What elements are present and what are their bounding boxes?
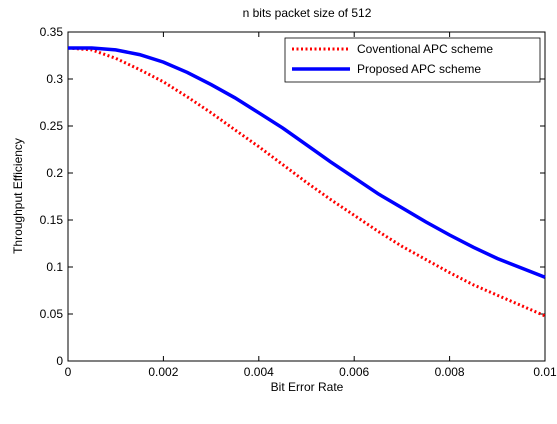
- y-tick-label: 0.3: [46, 72, 63, 86]
- legend-label-proposed: Proposed APC scheme: [357, 62, 481, 76]
- y-tick-label: 0.15: [40, 213, 64, 227]
- y-tick-label: 0: [56, 354, 63, 368]
- x-tick-label: 0.002: [148, 365, 178, 379]
- x-tick-label: 0: [65, 365, 72, 379]
- y-tick-label: 0.2: [46, 166, 63, 180]
- y-tick-label: 0.35: [40, 25, 64, 39]
- x-tick-label: 0.004: [244, 365, 274, 379]
- x-tick-label: 0.008: [435, 365, 465, 379]
- legend: Coventional APC scheme Proposed APC sche…: [285, 38, 540, 82]
- legend-label-conventional: Coventional APC scheme: [357, 42, 493, 56]
- y-tick-label: 0.25: [40, 119, 64, 133]
- x-axis-label: Bit Error Rate: [271, 380, 344, 394]
- x-tick-label: 0.006: [339, 365, 369, 379]
- chart-title: n bits packet size of 512: [243, 6, 372, 20]
- y-tick-label: 0.1: [46, 260, 63, 274]
- y-tick-label: 0.05: [40, 307, 64, 321]
- y-axis-label: Throughput Efficiency: [11, 138, 25, 254]
- x-tick-label: 0.01: [533, 365, 557, 379]
